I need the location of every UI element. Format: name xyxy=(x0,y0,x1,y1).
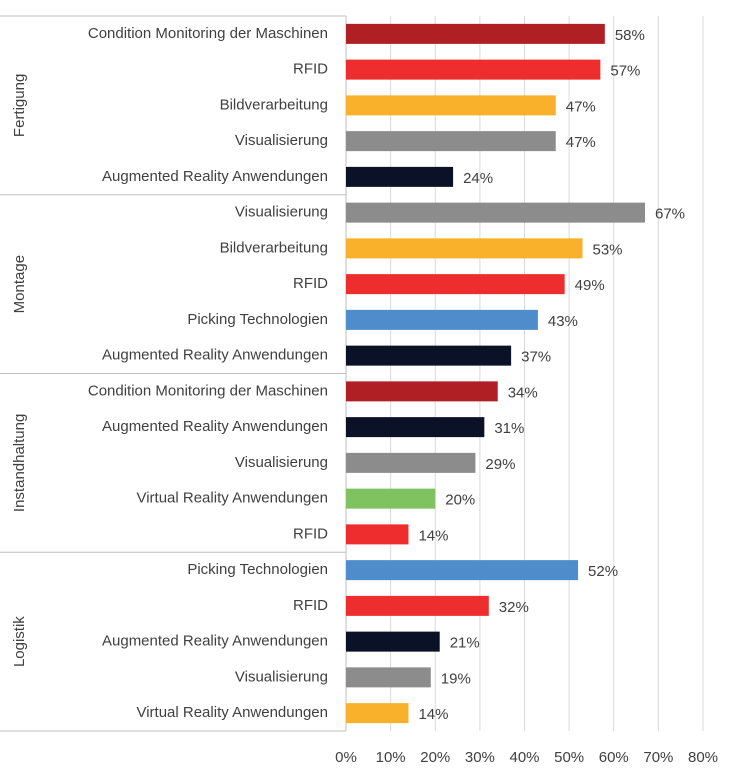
category-label: Augmented Reality Anwendungen xyxy=(102,418,328,435)
category-label: Augmented Reality Anwendungen xyxy=(102,168,328,185)
group-label: Logistik xyxy=(11,616,28,667)
data-label: 14% xyxy=(418,706,448,723)
data-label: 32% xyxy=(499,599,529,616)
category-label: RFID xyxy=(293,525,328,542)
bar xyxy=(346,488,436,509)
data-label: 52% xyxy=(588,563,618,580)
bar xyxy=(346,131,556,152)
category-label: Visualisierung xyxy=(235,132,328,149)
bar xyxy=(346,345,512,366)
data-label: 43% xyxy=(548,313,578,330)
data-label: 31% xyxy=(494,420,524,437)
x-tick-label: 30% xyxy=(465,749,495,766)
bar xyxy=(346,452,476,473)
data-label: 47% xyxy=(566,98,596,115)
category-labels: Condition Monitoring der Maschinen RFID Bi… xyxy=(88,25,328,721)
bar xyxy=(346,381,498,402)
category-label: Bildverarbeitung xyxy=(220,239,328,256)
x-tick-label: 50% xyxy=(554,749,584,766)
data-label: 47% xyxy=(566,134,596,151)
bars xyxy=(346,23,645,724)
value-labels: 58% 57% 47% 47% 24% 67% 53% 49% 43% 37% 34% 31% 29% 2… xyxy=(418,27,685,723)
x-tick-label: 40% xyxy=(509,749,539,766)
data-label: 20% xyxy=(445,492,475,509)
bar xyxy=(346,703,409,724)
category-label: Picking Technologien xyxy=(187,311,328,328)
data-label: 67% xyxy=(655,206,685,223)
group-label: Fertigung xyxy=(11,74,28,137)
x-tick-label: 0% xyxy=(335,749,357,766)
data-label: 37% xyxy=(521,349,551,366)
x-tick-label: 60% xyxy=(599,749,629,766)
x-axis-ticks: 0% 10% 20% 30% 40% 50% 60% 70% 80% xyxy=(335,749,718,766)
data-label: 24% xyxy=(463,170,493,187)
category-label: RFID xyxy=(293,597,328,614)
x-tick-label: 70% xyxy=(643,749,673,766)
data-label: 49% xyxy=(575,277,605,294)
category-label: Augmented Reality Anwendungen xyxy=(102,633,328,650)
bar xyxy=(346,238,583,259)
category-label: Bildverarbeitung xyxy=(220,96,328,113)
bar xyxy=(346,23,605,44)
data-label: 14% xyxy=(418,527,448,544)
category-label: Visualisierung xyxy=(235,454,328,471)
bar xyxy=(346,667,431,688)
category-label: Augmented Reality Anwendungen xyxy=(102,347,328,364)
x-tick-label: 20% xyxy=(420,749,450,766)
x-tick-label: 80% xyxy=(688,749,718,766)
data-label: 19% xyxy=(441,670,471,687)
data-label: 29% xyxy=(485,456,515,473)
x-tick-label: 10% xyxy=(376,749,406,766)
group-labels: Fertigung Montage Instandhaltung Logistik xyxy=(11,74,28,667)
category-label: Virtual Reality Anwendungen xyxy=(136,490,328,507)
category-label: Picking Technologien xyxy=(187,561,328,578)
bar xyxy=(346,595,489,616)
bar xyxy=(346,274,565,295)
data-label: 21% xyxy=(450,635,480,652)
data-label: 58% xyxy=(615,27,645,44)
category-label: RFID xyxy=(293,275,328,292)
category-label: Visualisierung xyxy=(235,668,328,685)
category-label: Visualisierung xyxy=(235,204,328,221)
group-label: Instandhaltung xyxy=(11,414,28,512)
data-label: 53% xyxy=(593,241,623,258)
data-label: 34% xyxy=(508,384,538,401)
bar xyxy=(346,202,645,223)
category-label: RFID xyxy=(293,61,328,78)
bar xyxy=(346,95,556,116)
category-label: Condition Monitoring der Maschinen xyxy=(88,25,328,42)
gridlines xyxy=(390,16,704,731)
bar xyxy=(346,309,538,330)
bar xyxy=(346,166,454,187)
bar xyxy=(346,417,485,438)
bar xyxy=(346,631,440,652)
category-label: Condition Monitoring der Maschinen xyxy=(88,382,328,399)
category-label: Virtual Reality Anwendungen xyxy=(136,704,328,721)
bar xyxy=(346,59,601,80)
category-frame xyxy=(0,15,347,732)
bar xyxy=(346,524,409,545)
bar xyxy=(346,560,579,581)
group-label: Montage xyxy=(11,255,28,313)
data-label: 57% xyxy=(610,63,640,80)
